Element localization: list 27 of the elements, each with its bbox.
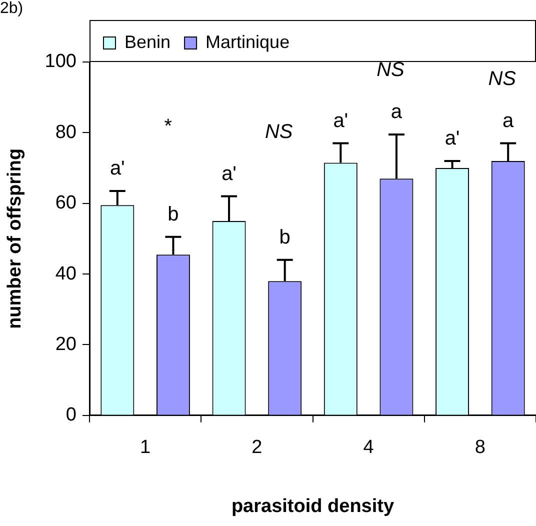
- annotation: *: [163, 116, 172, 138]
- annotation: b: [168, 203, 179, 226]
- y-tick-label: 60: [55, 192, 76, 214]
- annotation: a': [333, 110, 348, 132]
- annotation: a: [502, 110, 515, 132]
- x-tick-label: 4: [363, 437, 374, 458]
- x-tick-label: 1: [140, 437, 151, 458]
- annotation: NS: [376, 59, 406, 82]
- annotation: a': [222, 162, 237, 185]
- annotation: b: [279, 226, 290, 248]
- y-tick-label: 0: [66, 404, 76, 426]
- y-tick-label: 100: [44, 51, 76, 72]
- y-tick-label: 20: [55, 334, 76, 355]
- annotation: a: [390, 100, 403, 123]
- x-tick-label: 8: [474, 437, 486, 458]
- annotation: a': [444, 127, 460, 150]
- chart-title: 2b): [0, 0, 24, 18]
- annotation: a': [110, 158, 125, 180]
- annotation: NS: [264, 120, 294, 143]
- y-tick-label: 80: [55, 122, 76, 143]
- x-axis-title: parasitoid density: [231, 496, 394, 517]
- x-tick-label: 2: [252, 437, 262, 458]
- legend-label: Martinique: [206, 32, 290, 52]
- annotation: NS: [488, 68, 517, 90]
- y-axis-title: number of offspring: [4, 148, 26, 329]
- legend-label: Benin: [124, 32, 171, 52]
- y-tick-label: 40: [55, 263, 76, 284]
